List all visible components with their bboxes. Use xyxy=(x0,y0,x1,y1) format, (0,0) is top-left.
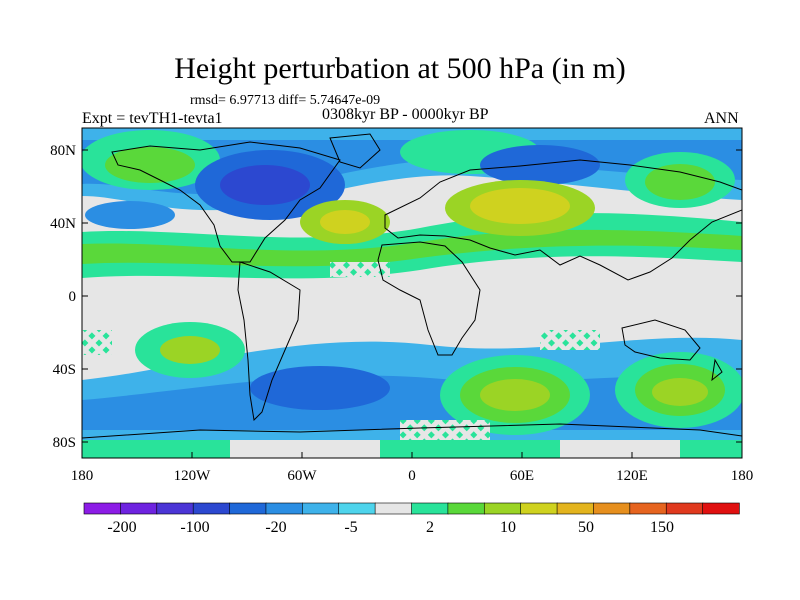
lat-label-80s: 80S xyxy=(53,435,76,451)
lon-label-60e: 60E xyxy=(510,468,534,484)
lon-label-180w: 180 xyxy=(71,468,94,484)
lon-ticks xyxy=(81,452,743,458)
period-label: 0308kyr BP - 0000kyr BP xyxy=(322,106,489,123)
colorbar-swatch xyxy=(702,502,740,515)
stats-text: rmsd= 6.97713 diff= 5.74647e-09 xyxy=(190,93,381,108)
colorbar-swatch xyxy=(556,502,595,515)
colorbar-label: 2 xyxy=(426,519,434,536)
colorbar-swatch xyxy=(120,502,158,515)
colorbar-swatch xyxy=(483,502,522,515)
colorbar-swatch xyxy=(265,502,304,515)
lon-label-120e: 120E xyxy=(616,468,648,484)
colorbar-label: -5 xyxy=(344,519,357,536)
lon-label-60w: 60W xyxy=(287,468,317,484)
colorbar-swatch xyxy=(411,502,449,515)
colorbar-label: -20 xyxy=(265,519,286,536)
colorbar-swatch xyxy=(629,502,667,515)
colorbar-labels: -200 -100 -20 -5 2 10 50 150 xyxy=(107,519,674,536)
colorbar-swatch xyxy=(192,502,231,515)
lon-label-0: 0 xyxy=(408,468,416,484)
contour-field xyxy=(82,128,742,458)
lat-label-80n: 80N xyxy=(50,143,76,159)
colorbar-label: 10 xyxy=(500,519,516,536)
colorbar-swatch xyxy=(665,502,704,515)
lon-label-180e: 180 xyxy=(731,468,754,484)
low-south-atlantic xyxy=(250,366,390,410)
season-label: ANN xyxy=(704,110,739,127)
colorbar-swatch xyxy=(520,502,558,515)
lat-label-40n: 40N xyxy=(50,216,76,232)
plot-title: Height perturbation at 500 hPa (in m) xyxy=(174,52,626,85)
colorbar-swatch xyxy=(229,502,267,515)
colorbar-label: -100 xyxy=(180,519,209,536)
coastlines xyxy=(82,133,742,439)
colorbar-swatch xyxy=(374,502,413,515)
lon-label-120w: 120W xyxy=(174,468,212,484)
colorbar-swatch xyxy=(83,502,122,515)
colorbar-swatch xyxy=(447,502,485,515)
colorbar xyxy=(83,502,740,515)
colorbar-label: 150 xyxy=(650,519,674,536)
colorbar-swatch xyxy=(338,502,376,515)
lat-label-40s: 40S xyxy=(53,362,76,378)
lat-ticks xyxy=(82,149,742,443)
experiment-label: Expt = tevTH1-tevta1 xyxy=(82,110,223,127)
colorbar-swatch xyxy=(156,502,194,515)
colorbar-swatch xyxy=(302,502,340,515)
colorbar-label: -200 xyxy=(107,519,136,536)
colorbar-label: 50 xyxy=(578,519,594,536)
colorbar-swatch xyxy=(593,502,631,515)
lat-label-0: 0 xyxy=(69,289,77,305)
